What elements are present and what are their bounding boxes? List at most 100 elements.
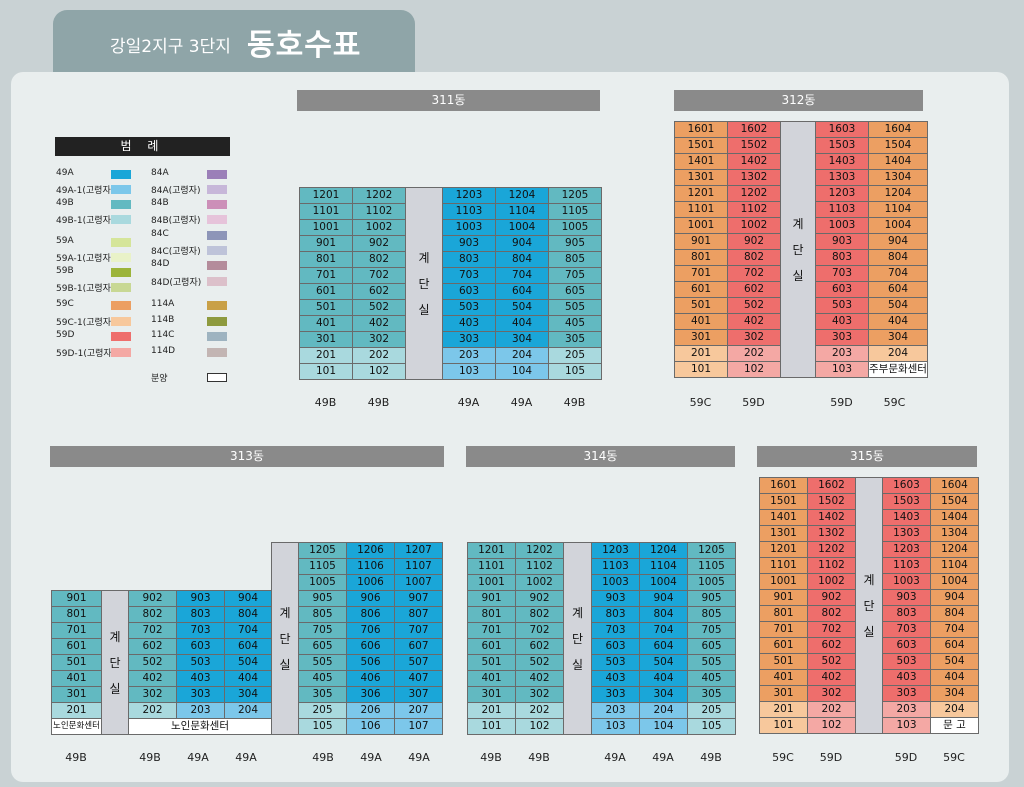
unit-cell: 407 xyxy=(394,670,443,687)
unit-cell: 1001 xyxy=(759,573,808,590)
legend-label: 84D(고령자) xyxy=(151,278,202,288)
unit-cell: 605 xyxy=(298,638,347,655)
unit-cell: 1103 xyxy=(815,201,869,218)
unit-cell: 303 xyxy=(815,329,869,346)
unit-cell: 1205 xyxy=(548,187,602,204)
unit-cell: 1304 xyxy=(868,169,928,186)
unit-cell: 1204 xyxy=(868,185,928,202)
unit-cell: 1005 xyxy=(548,219,602,236)
legend-label: 49B-1(고령자) xyxy=(56,216,115,226)
unit-cell: 805 xyxy=(298,606,347,623)
unit-cell: 501 xyxy=(467,654,516,671)
unit-cell: 805 xyxy=(687,606,736,623)
unit-cell: 1203 xyxy=(442,187,496,204)
unit-cell: 607 xyxy=(394,638,443,655)
unit-cell: 504 xyxy=(639,654,688,671)
unit-cell: 601 xyxy=(51,638,102,655)
stairwell-label: 실 xyxy=(792,268,804,283)
unit-cell: 102 xyxy=(727,361,781,378)
unit-cell: 505 xyxy=(298,654,347,671)
legend-swatch xyxy=(207,170,227,179)
stairwell-label: 실 xyxy=(571,657,584,672)
unit-cell: 702 xyxy=(727,265,781,282)
unit-cell: 202 xyxy=(807,701,856,718)
unit-cell: 201 xyxy=(51,702,102,719)
stairwell-label: 단 xyxy=(279,631,291,646)
legend-label: 59C-1(고령자) xyxy=(56,318,115,328)
legend-label: 84A(고령자) xyxy=(151,186,201,196)
legend-swatch xyxy=(111,185,131,194)
unit-cell: 1004 xyxy=(639,574,688,591)
unit-cell: 401 xyxy=(674,313,728,330)
unit-type-label: 49A xyxy=(187,751,209,764)
unit-cell: 702 xyxy=(352,267,406,284)
legend-swatch xyxy=(207,185,227,194)
legend-label: 114D xyxy=(151,346,176,356)
unit-cell: 801 xyxy=(51,606,102,623)
unit-cell: 302 xyxy=(807,685,856,702)
legend-swatch xyxy=(207,246,227,255)
unit-cell: 1601 xyxy=(759,477,808,494)
unit-type-label: 59D xyxy=(830,396,853,409)
unit-cell: 701 xyxy=(674,265,728,282)
stairwell-label: 계 xyxy=(863,572,875,587)
empty-area xyxy=(52,543,272,591)
unit-cell: 403 xyxy=(815,313,869,330)
unit-cell: 703 xyxy=(815,265,869,282)
unit-cell: 1403 xyxy=(815,153,869,170)
unit-cell: 803 xyxy=(176,606,225,623)
unit-cell: 602 xyxy=(807,637,856,654)
unit-type-label: 49B xyxy=(312,751,334,764)
unit-cell: 1104 xyxy=(868,201,928,218)
unit-cell: 1503 xyxy=(815,137,869,154)
unit-cell: 505 xyxy=(548,299,602,316)
unit-cell: 602 xyxy=(352,283,406,300)
unit-cell: 802 xyxy=(515,606,564,623)
unit-cell: 204 xyxy=(224,702,272,719)
unit-cell: 1104 xyxy=(495,203,549,220)
unit-cell: 204 xyxy=(868,345,928,362)
legend-swatch xyxy=(111,238,131,247)
building-314-header: 314동 xyxy=(466,446,735,467)
senior-center-cell: 노인문화센터 xyxy=(128,718,272,735)
unit-cell: 1204 xyxy=(930,541,979,558)
unit-cell: 1005 xyxy=(687,574,736,591)
unit-cell: 1404 xyxy=(868,153,928,170)
unit-cell: 201 xyxy=(467,702,516,719)
unit-cell: 401 xyxy=(467,670,516,687)
unit-cell: 702 xyxy=(807,621,856,638)
unit-cell: 1101 xyxy=(759,557,808,574)
unit-cell: 703 xyxy=(882,621,931,638)
unit-cell: 403 xyxy=(591,670,640,687)
unit-cell: 505 xyxy=(687,654,736,671)
building-312-header: 312동 xyxy=(674,90,923,111)
legend-swatch xyxy=(207,215,227,224)
unit-cell: 604 xyxy=(224,638,272,655)
unit-cell: 202 xyxy=(727,345,781,362)
unit-cell: 605 xyxy=(687,638,736,655)
legend-swatch xyxy=(111,317,131,326)
unit-cell: 1502 xyxy=(727,137,781,154)
unit-cell: 701 xyxy=(759,621,808,638)
legend-swatch xyxy=(207,373,227,382)
unit-cell: 1102 xyxy=(352,203,406,220)
unit-cell: 문 고 xyxy=(930,717,979,734)
unit-cell: 1502 xyxy=(807,493,856,510)
unit-cell: 903 xyxy=(176,590,225,607)
unit-cell: 1001 xyxy=(299,219,353,236)
unit-cell: 907 xyxy=(394,590,443,607)
legend-label: 59A xyxy=(56,236,74,246)
unit-cell: 901 xyxy=(51,590,102,607)
unit-cell: 705 xyxy=(548,267,602,284)
unit-cell: 101 xyxy=(467,718,516,735)
unit-type-label: 49B xyxy=(139,751,161,764)
unit-cell: 804 xyxy=(224,606,272,623)
unit-cell: 803 xyxy=(591,606,640,623)
legend-swatch xyxy=(207,332,227,341)
unit-cell: 1007 xyxy=(394,574,443,591)
unit-cell: 404 xyxy=(868,313,928,330)
unit-cell: 304 xyxy=(930,685,979,702)
unit-cell: 205 xyxy=(298,702,347,719)
legend-label: 59D-1(고령자) xyxy=(56,349,116,359)
